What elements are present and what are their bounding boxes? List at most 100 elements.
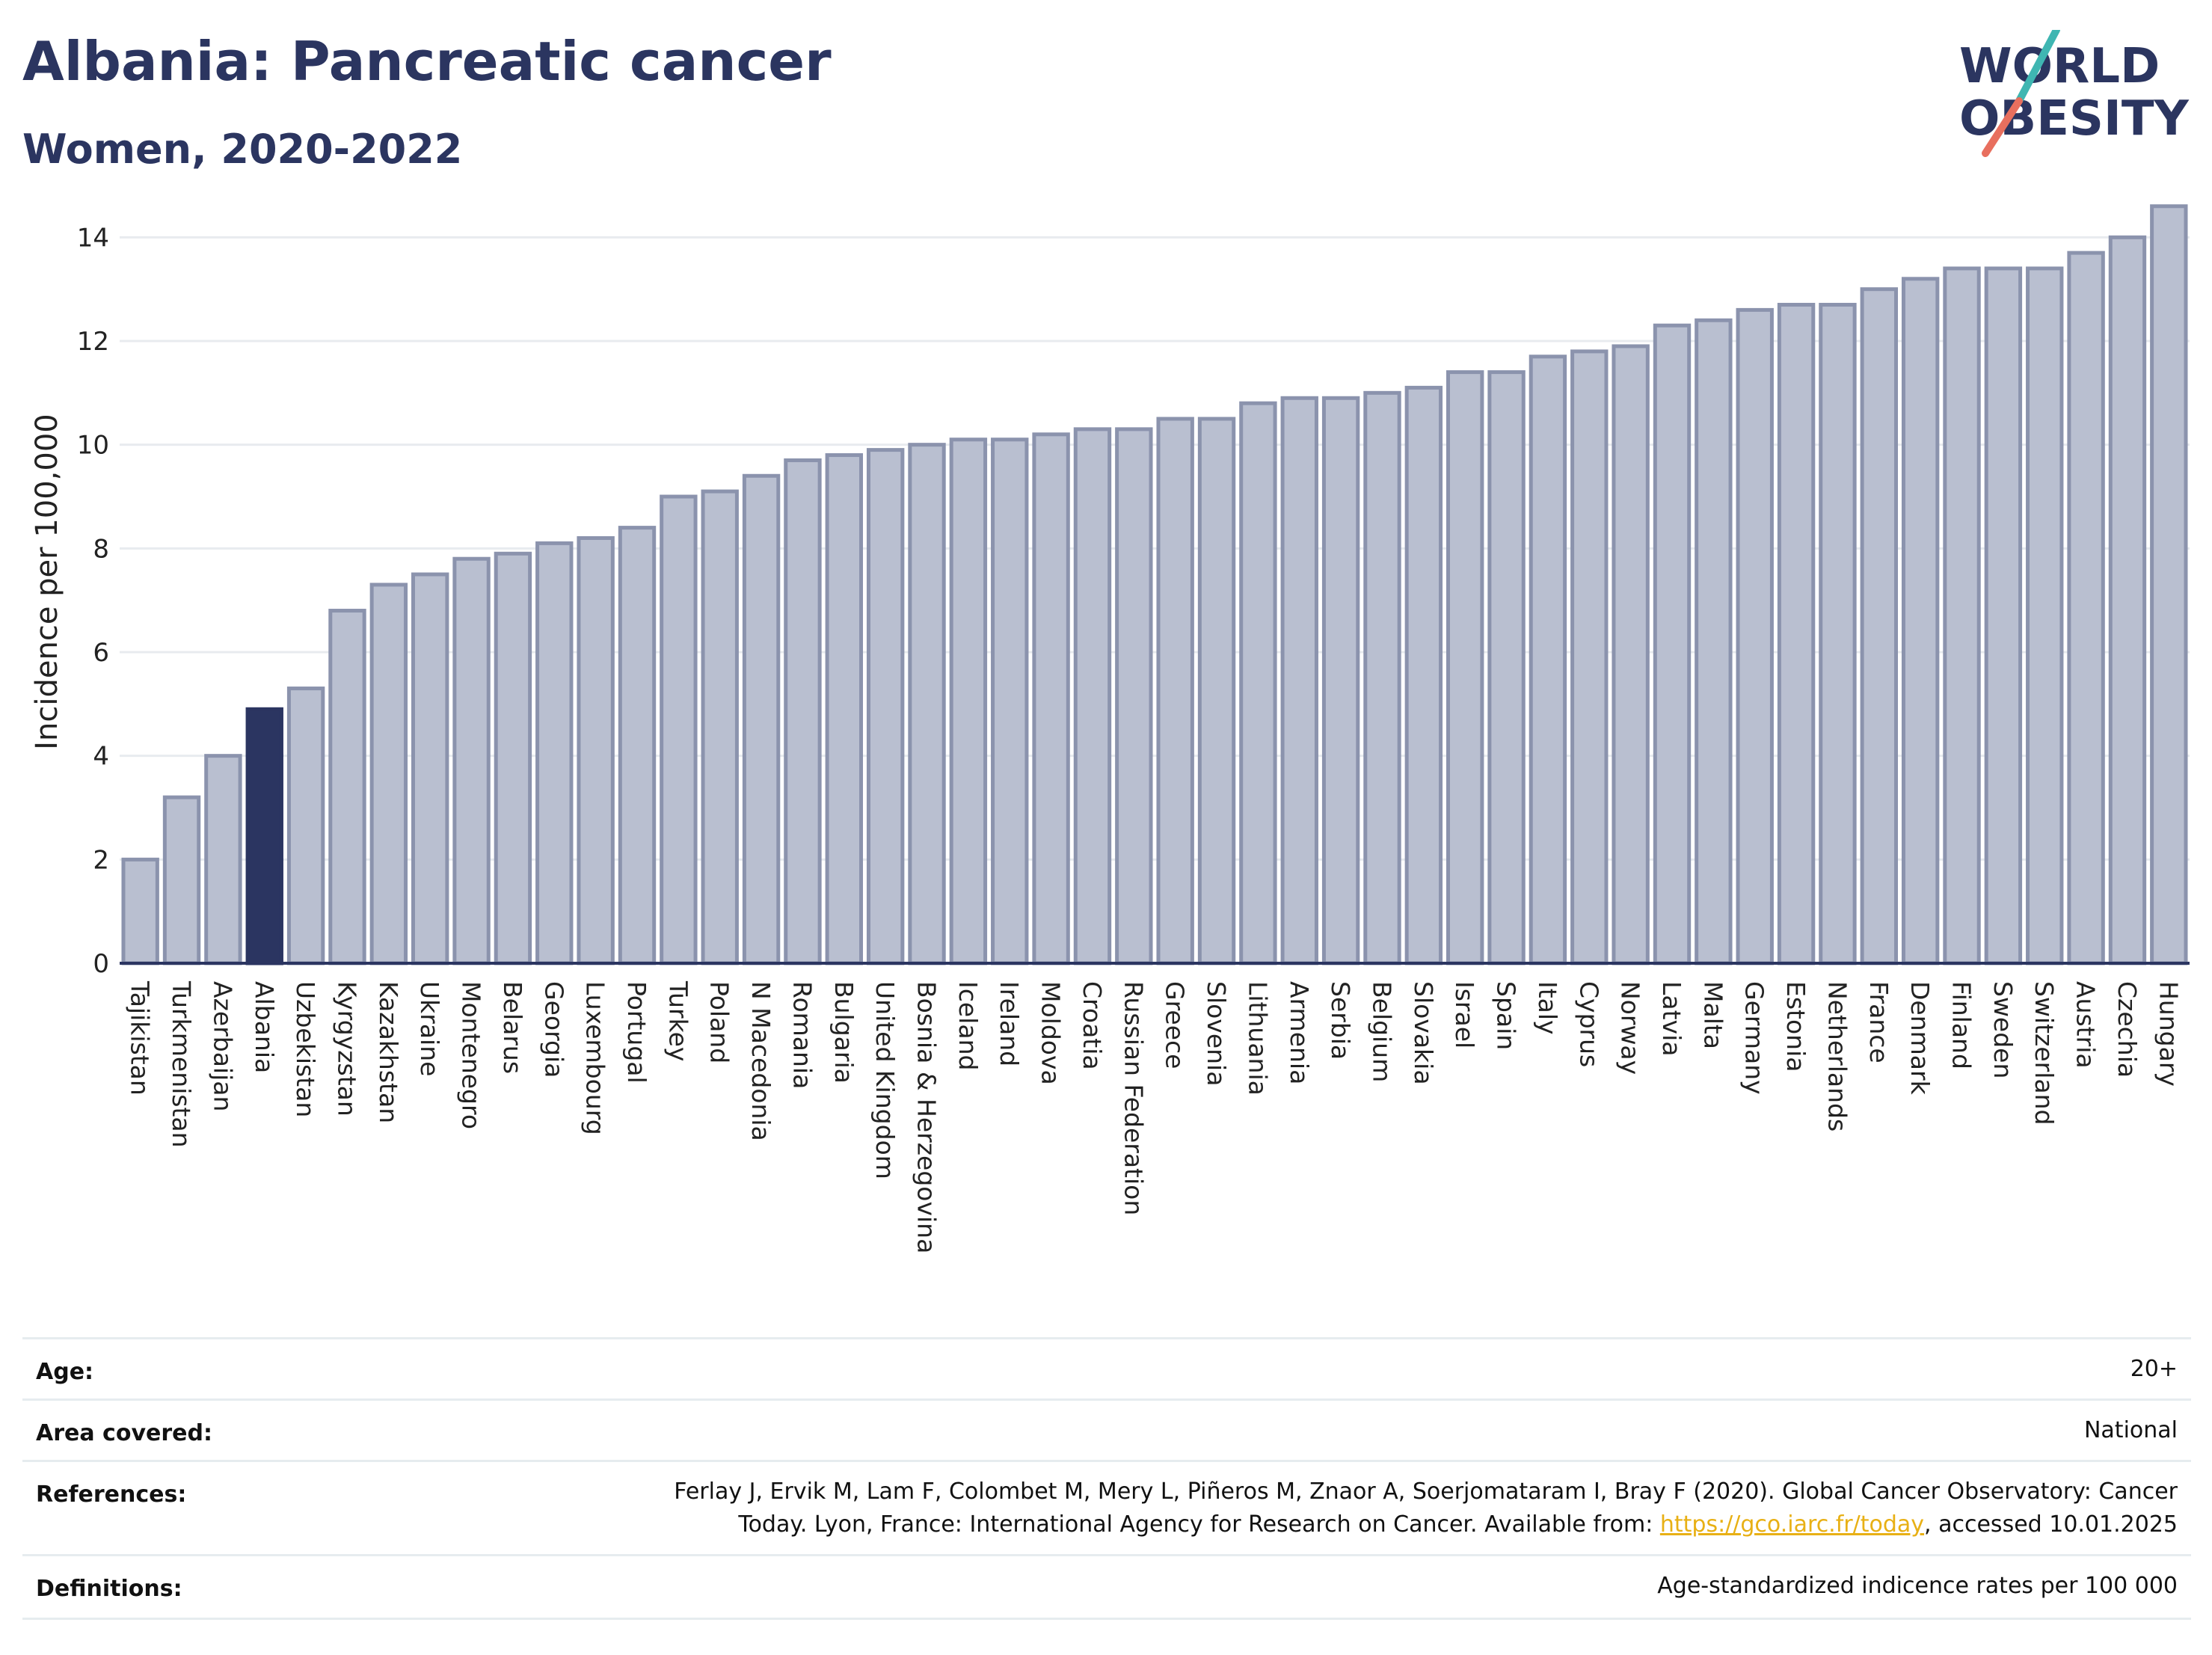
- bar-belarus: [494, 551, 532, 965]
- y-tick-label: 10: [77, 431, 109, 461]
- y-tick-label: 2: [93, 845, 109, 875]
- bar-turkey: [660, 494, 698, 965]
- x-category-label: Turkmenistan: [167, 980, 196, 1148]
- bar-romania: [784, 458, 822, 965]
- x-category-label: Serbia: [1326, 981, 1355, 1060]
- info-value: National: [2083, 1417, 2178, 1443]
- y-tick-label: 0: [93, 949, 109, 979]
- bar-ireland: [991, 437, 1029, 965]
- bar-ukraine: [411, 572, 449, 965]
- x-category-label: Bulgaria: [829, 981, 858, 1084]
- x-category-label: Estonia: [1781, 981, 1810, 1072]
- bar-austria: [2067, 251, 2105, 965]
- bar-n-macedonia: [742, 473, 781, 965]
- x-category-label: Kazakhstan: [374, 981, 403, 1123]
- bar-armenia: [1280, 396, 1318, 965]
- x-category-label: Georgia: [539, 981, 568, 1078]
- info-row-definitions: Definitions: Age-standardized indicence …: [22, 1554, 2191, 1620]
- x-category-label: Israel: [1450, 981, 1479, 1048]
- bar-denmark: [1901, 277, 1940, 965]
- x-category-label: Russian Federation: [1119, 981, 1148, 1215]
- x-category-label: Austria: [2071, 981, 2101, 1069]
- bar-azerbaijan: [204, 754, 242, 965]
- x-category-label: Albania: [250, 981, 279, 1073]
- info-key: References:: [36, 1481, 187, 1508]
- x-category-label: Montenegro: [457, 981, 486, 1129]
- world-obesity-logo: WORLD OBESITY: [1959, 30, 2189, 157]
- x-category-label: Tajikistan: [126, 980, 155, 1096]
- bar-turkmenistan: [162, 795, 201, 965]
- x-category-label: Finland: [1947, 981, 1976, 1069]
- x-category-label: Slovakia: [1409, 981, 1438, 1085]
- bar-malta: [1695, 318, 1733, 965]
- x-category-label: France: [1864, 981, 1893, 1063]
- x-category-label: Norway: [1616, 981, 1645, 1075]
- bar-hungary: [2150, 204, 2188, 965]
- reference-link[interactable]: https://gco.iarc.fr/today: [1659, 1511, 1925, 1538]
- bar-switzerland: [2026, 266, 2064, 965]
- info-value: Ferlay J, Ervik M, Lam F, Colombet M, Me…: [674, 1476, 2178, 1541]
- x-category-label: Denmark: [1905, 981, 1935, 1096]
- x-category-label: Luxembourg: [581, 981, 610, 1135]
- x-category-label: Croatia: [1078, 981, 1107, 1070]
- chart-subtitle: Women, 2020-2022: [22, 126, 463, 173]
- bar-bulgaria: [825, 453, 863, 965]
- x-category-label: Azerbaijan: [208, 981, 237, 1111]
- x-category-label: Cyprus: [1574, 981, 1603, 1067]
- info-key: Area covered:: [36, 1420, 212, 1446]
- x-category-label: Hungary: [2154, 981, 2183, 1087]
- x-category-label: Moldova: [1036, 981, 1066, 1085]
- bar-latvia: [1653, 323, 1692, 965]
- bar-lithuania: [1239, 401, 1277, 965]
- y-tick-label: 4: [93, 742, 109, 772]
- bar-russian-federation: [1115, 427, 1153, 965]
- bar-montenegro: [452, 556, 491, 965]
- reference-line-2: Today. Lyon, France: International Agenc…: [738, 1511, 2178, 1538]
- bar-croatia: [1073, 427, 1112, 965]
- x-category-label: Iceland: [953, 981, 983, 1070]
- x-category-label: Turkey: [663, 980, 692, 1061]
- info-row-area: Area covered: National: [22, 1398, 2191, 1462]
- bar-france: [1860, 287, 1898, 965]
- bar-kyrgyzstan: [328, 609, 366, 965]
- x-category-label: Slovenia: [1202, 981, 1231, 1086]
- bar-iceland: [949, 437, 988, 965]
- x-category-label: Romania: [787, 981, 817, 1089]
- x-category-label: N Macedonia: [746, 981, 775, 1141]
- bar-germany: [1736, 307, 1774, 965]
- bar-netherlands: [1819, 302, 1857, 965]
- bar-uzbekistan: [286, 687, 325, 965]
- info-row-age: Age: 20+: [22, 1337, 2191, 1401]
- x-category-label: Spain: [1492, 981, 1521, 1050]
- bar-greece: [1156, 417, 1194, 965]
- bar-israel: [1446, 370, 1484, 965]
- x-category-label: United Kingdom: [870, 981, 900, 1179]
- x-category-labels: Tajikistan Turkmenistan Azerbaijan Albania U…: [126, 980, 2184, 1253]
- info-row-references: References: Ferlay J, Ervik M, Lam F, Co…: [22, 1460, 2191, 1556]
- bar-slovakia: [1404, 385, 1443, 965]
- x-category-label: Portugal: [622, 981, 651, 1084]
- x-category-label: Poland: [705, 981, 734, 1063]
- bar-tajikistan: [121, 857, 159, 965]
- bar-estonia: [1777, 302, 1816, 965]
- bar-bosnia-herzegovina: [908, 443, 946, 965]
- y-axis-label: Incidence per 100,000: [30, 414, 64, 750]
- bar-luxembourg: [577, 535, 615, 965]
- bar-belgium: [1363, 390, 1401, 965]
- x-category-label: Malta: [1698, 981, 1727, 1049]
- y-tick-label: 8: [93, 534, 109, 564]
- info-value: 20+: [2130, 1356, 2178, 1382]
- bar-slovenia: [1197, 417, 1236, 965]
- x-category-label: Czechia: [2113, 981, 2142, 1078]
- bar-italy: [1529, 354, 1567, 965]
- bar-kazakhstan: [369, 583, 408, 965]
- info-value: Age-standardized indicence rates per 100…: [1657, 1573, 2178, 1599]
- y-tick-label: 14: [77, 223, 109, 253]
- y-tick-label: 6: [93, 638, 109, 668]
- bar-portugal: [618, 526, 657, 965]
- logo-slash-teal: [2015, 30, 2060, 105]
- bar-chart: 0 2 4 6 8 10 12 14 Tajikistan Turkmenistan Azerba…: [30, 204, 2190, 1253]
- x-category-label: Kyrgyzstan: [332, 981, 361, 1117]
- x-category-label: Switzerland: [2030, 981, 2059, 1126]
- x-category-label: Italy: [1533, 981, 1562, 1035]
